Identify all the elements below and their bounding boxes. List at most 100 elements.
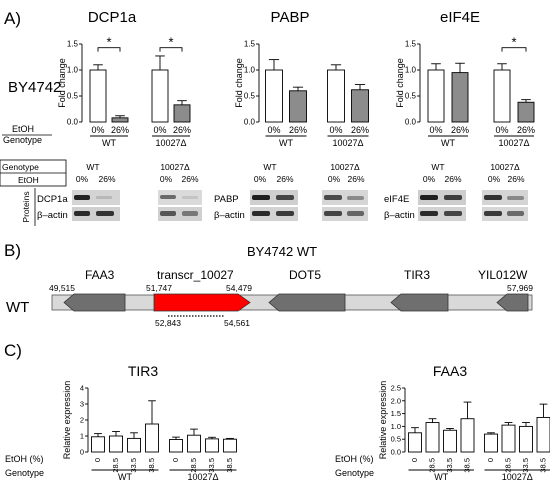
y-axis-label: Relative expression xyxy=(62,381,72,460)
x-tick-label: 33.5 xyxy=(207,458,216,473)
significance-bracket xyxy=(97,47,121,52)
genotype-label: WT xyxy=(279,138,293,148)
genotype-label-a: Genotype xyxy=(3,135,42,145)
y-tick-label: 0.5 xyxy=(391,435,401,444)
gene-dot5 xyxy=(268,293,346,312)
significance-bracket xyxy=(501,47,527,52)
bar xyxy=(169,439,183,453)
blot-strip-actin-2-wt xyxy=(250,207,298,221)
x-tick-label: 28.5 xyxy=(111,458,120,473)
y-tick-label: 0.0 xyxy=(391,448,401,457)
bar xyxy=(484,433,498,453)
coord-51747: 51,747 xyxy=(146,283,172,293)
bar xyxy=(443,429,457,453)
x-tick-label: 26% xyxy=(111,125,129,135)
etoh-label-a: EtOH xyxy=(12,124,34,134)
blot-label-actin-2: β–actin xyxy=(214,210,245,221)
gene-yil012w xyxy=(496,293,529,312)
bar xyxy=(151,69,169,123)
y-tick-label: 2 xyxy=(80,416,84,425)
y-tick-label: 0.5 xyxy=(244,92,256,101)
significance-star: * xyxy=(106,35,111,50)
blot2-wt: WT xyxy=(263,162,276,172)
genotype-label: WT xyxy=(102,138,116,148)
gene-transcr-10027 xyxy=(153,293,251,312)
x-tick-label: 0% xyxy=(329,125,342,135)
bar xyxy=(501,424,516,453)
y-tick-label: 2.5 xyxy=(391,384,401,393)
bar xyxy=(427,69,445,123)
strain-label: BY4742 xyxy=(8,79,61,96)
blot3-26: 26% xyxy=(444,174,461,184)
blot1-26: 26% xyxy=(98,174,115,184)
blot2-mut: 10027Δ xyxy=(330,162,360,172)
genotype-label-c2: Genotype xyxy=(335,468,374,478)
significance-star: * xyxy=(511,35,516,50)
blot-strip-dcp1a-wt xyxy=(72,190,120,205)
x-tick-label: 0 xyxy=(93,458,102,462)
y-tick-label: 1.0 xyxy=(244,66,256,75)
blot-strip-pabp-mut xyxy=(322,190,368,205)
bar xyxy=(536,416,550,453)
blot-strip-eif4e-mut xyxy=(482,190,528,205)
bar xyxy=(451,72,469,123)
label-yil012w: YIL012W xyxy=(478,268,528,282)
bar xyxy=(493,69,511,123)
blot-strip-pabp-wt xyxy=(250,190,298,205)
blot-label-pabp: PABP xyxy=(214,194,239,205)
coord-57969: 57,969 xyxy=(507,283,533,293)
wt-row-label: WT xyxy=(6,299,29,316)
y-tick-label: 1.0 xyxy=(405,66,417,75)
genotype-label: WT xyxy=(441,138,455,148)
genotype-label: WT xyxy=(118,472,132,482)
coord-49515: 49,515 xyxy=(49,283,75,293)
y-axis-label: Fold change xyxy=(57,58,67,108)
blot-label-actin-3: β–actin xyxy=(384,210,415,221)
x-tick-label: 38.5 xyxy=(225,458,234,473)
x-tick-label: 0 xyxy=(410,458,419,462)
x-tick-label: 0 xyxy=(486,458,495,462)
genotype-label: 10027Δ xyxy=(155,138,186,148)
blot2-0b: 0% xyxy=(328,174,341,184)
genotype-label: 10027Δ xyxy=(502,472,533,482)
gene-faa3 xyxy=(63,293,126,312)
panel-a: A) BY4742 DCP1a PABP eIF4E EtOH Genotype… xyxy=(0,9,535,226)
label-faa3: FAA3 xyxy=(85,268,115,282)
blot2-26: 26% xyxy=(276,174,293,184)
y-tick-label: 0 xyxy=(80,448,84,457)
bar xyxy=(519,425,533,453)
y-tick-label: 4 xyxy=(80,384,84,393)
y-tick-label: 1.5 xyxy=(405,40,417,49)
x-tick-label: 26% xyxy=(351,125,369,135)
x-tick-label: 38.5 xyxy=(539,458,548,473)
label-dot5: DOT5 xyxy=(289,268,321,282)
etoh-pct-label-1: EtOH (%) xyxy=(5,454,44,464)
bar xyxy=(187,434,201,453)
genotype-label: 10027Δ xyxy=(332,138,363,148)
y-tick-label: 1 xyxy=(80,432,84,441)
y-tick-label: 1.0 xyxy=(67,66,79,75)
panel-b: B) BY4742 WT WT FAA3 transcr_10027 DOT5 … xyxy=(4,241,533,328)
bar xyxy=(408,432,422,453)
blot1-26b: 26% xyxy=(181,174,198,184)
title-tir3: TIR3 xyxy=(128,363,159,379)
genotype-label: 10027Δ xyxy=(498,138,529,148)
bar xyxy=(89,69,107,123)
x-tick-label: 0% xyxy=(91,125,104,135)
western-blots: Genotype EtOH Proteins DCP1a β–actin PAB… xyxy=(0,159,528,226)
bar xyxy=(425,422,440,453)
blot-label-eif4e: eIF4E xyxy=(384,194,409,205)
significance-star: * xyxy=(168,35,173,50)
y-tick-label: 0.0 xyxy=(244,118,256,127)
genotype-label: 10027Δ xyxy=(187,472,218,482)
title-dcp1a: DCP1a xyxy=(88,9,137,26)
panel-b-title: BY4742 WT xyxy=(247,244,317,259)
chart-tir3: 0 1 2 3 4 Relative expression 0 28.5 33.5 38.5 0 28… xyxy=(62,381,237,482)
bar xyxy=(460,418,475,453)
y-axis-label: Fold change xyxy=(234,58,244,108)
y-tick-label: 1.5 xyxy=(67,40,79,49)
blot-strip-actin-1-wt xyxy=(72,207,120,221)
